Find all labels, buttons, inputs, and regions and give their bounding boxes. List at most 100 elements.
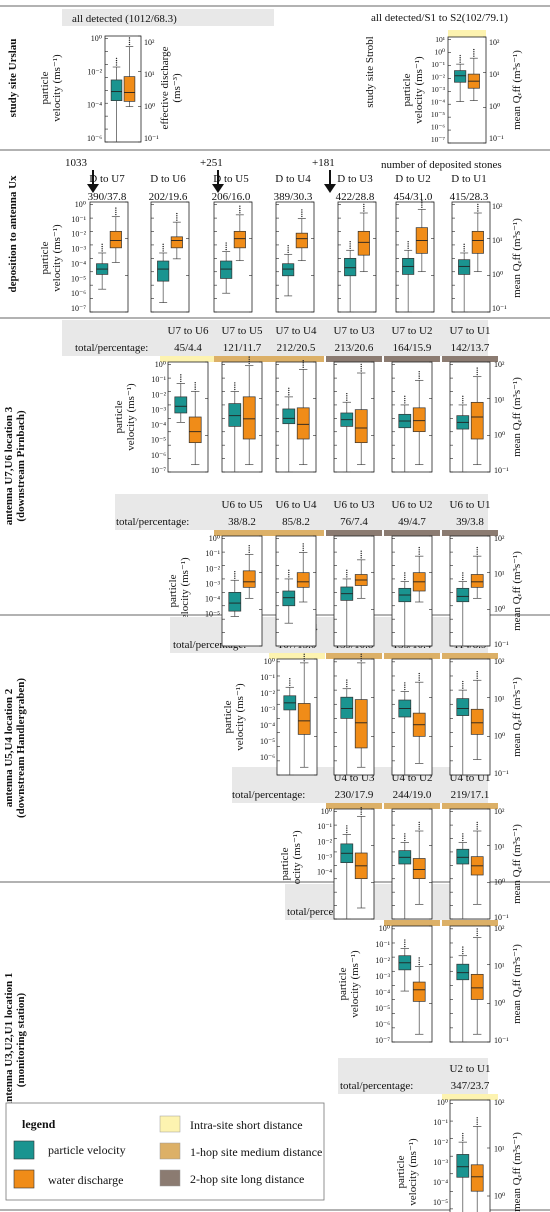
panel-frame — [391, 808, 433, 920]
axis-label-left: particle — [167, 574, 179, 607]
column-stat: 38/8.2 — [228, 516, 256, 528]
outlier-point — [346, 825, 348, 827]
y-tick-label-right: 10⁰ — [492, 270, 503, 279]
outlier-point — [115, 207, 117, 209]
outlier-point — [287, 247, 289, 249]
outlier-point — [463, 250, 465, 252]
outlier-point — [421, 206, 423, 209]
column-name: U2 to U1 — [450, 1063, 491, 1075]
velocity-box — [456, 963, 470, 981]
discharge-box — [471, 230, 484, 254]
outlier-point — [349, 247, 351, 249]
column-stat: 390/37.8 — [88, 191, 127, 203]
outlier-point — [462, 572, 464, 574]
outlier-point — [459, 59, 461, 61]
box-plot-panel — [449, 361, 491, 473]
y-tick-label-right: 10¹ — [489, 70, 500, 79]
y-tick-label: 10⁻¹ — [317, 822, 332, 831]
band-long — [384, 530, 440, 536]
outlier-point — [115, 59, 118, 62]
band-long — [442, 356, 498, 362]
outlier-point — [289, 682, 291, 684]
box-plot-panel — [275, 535, 317, 647]
outlier-point — [360, 365, 362, 368]
total-percentage-label: total/percentage: — [232, 789, 305, 801]
outlier-point — [289, 684, 291, 686]
discharge-box — [170, 236, 183, 249]
velocity-box — [220, 260, 233, 279]
outlier-point — [302, 366, 304, 369]
y-tick-label: 10⁻⁵ — [375, 1004, 390, 1013]
outlier-point — [115, 211, 117, 214]
discharge-box — [188, 416, 202, 444]
y-tick-label-right: 10² — [492, 202, 503, 211]
outlier-point — [101, 245, 103, 248]
outlier-point — [404, 945, 406, 948]
outlier-point — [418, 675, 420, 677]
y-tick-label: 10⁻¹ — [260, 673, 275, 682]
y-tick-label: 10⁻² — [431, 73, 445, 82]
outlier-point — [287, 251, 289, 254]
box-plot-panel — [451, 201, 491, 313]
outlier-point — [462, 576, 464, 579]
y-tick-label-right: 10² — [494, 534, 505, 543]
outlier-point — [404, 684, 406, 686]
column-name: D to U3 — [337, 173, 373, 185]
outlier-point — [363, 208, 365, 210]
outlier-point — [176, 219, 178, 221]
y-tick-label: 10⁻⁴ — [87, 101, 102, 110]
y-tick-label: 10⁻³ — [375, 972, 390, 981]
band-short — [160, 356, 216, 362]
outlier-point — [462, 948, 464, 951]
outlier-point — [225, 246, 227, 249]
panel-frame — [449, 1099, 491, 1212]
outlier-point — [346, 679, 348, 681]
column-stat: 415/28.3 — [450, 191, 489, 203]
panel-frame — [449, 535, 491, 647]
velocity-box — [282, 590, 296, 607]
outlier-point — [462, 1137, 464, 1139]
panel-frame — [150, 201, 190, 313]
panel-frame — [275, 201, 315, 313]
y-tick-label: 10⁰ — [437, 1098, 448, 1107]
outlier-point — [360, 557, 362, 559]
column-stat: 244/19.0 — [393, 789, 432, 801]
box-plot-panel — [275, 360, 317, 473]
column-name: U7 to U1 — [450, 325, 491, 337]
y-tick-label-right: 10¹ — [494, 694, 505, 703]
outlier-point — [248, 545, 250, 547]
outlier-point — [346, 686, 348, 688]
outlier-point — [115, 62, 118, 64]
outlier-point — [476, 1123, 478, 1126]
outlier-point — [477, 205, 479, 208]
header-band — [115, 494, 488, 530]
outlier-point — [360, 653, 362, 655]
axis-label-left: velocity (ms⁻¹) — [413, 56, 425, 124]
box-plot-panel — [337, 201, 377, 313]
outlier-point — [476, 369, 478, 371]
legend-title: legend — [22, 1117, 56, 1131]
y-tick-label-right: 10⁰ — [494, 605, 505, 614]
outlier-point — [462, 946, 464, 948]
column-name: U7 to U4 — [276, 325, 317, 337]
y-tick-label: 10⁻⁴ — [71, 259, 86, 268]
outlier-point — [194, 382, 196, 384]
discharge-box — [233, 230, 246, 249]
outlier-point — [360, 660, 362, 662]
box-plot-panel — [449, 658, 491, 776]
column-name: U7 to U3 — [334, 325, 375, 337]
y-tick-label-right: 10⁰ — [144, 102, 155, 111]
outlier-point — [346, 397, 348, 399]
discharge-box — [470, 1164, 484, 1192]
box-plot-panel — [391, 535, 433, 647]
outlier-point — [363, 203, 365, 206]
outlier-point — [360, 811, 362, 813]
y-tick-label: 10⁻² — [433, 1138, 448, 1147]
outlier-point — [176, 215, 178, 217]
box-plot-panel — [447, 36, 487, 144]
outlier-point — [404, 397, 406, 400]
panel-frame — [395, 201, 435, 313]
box-plot-panel — [449, 925, 491, 1043]
y-tick-label-right: 10² — [494, 360, 505, 369]
column-stat: 389/30.3 — [274, 191, 313, 203]
